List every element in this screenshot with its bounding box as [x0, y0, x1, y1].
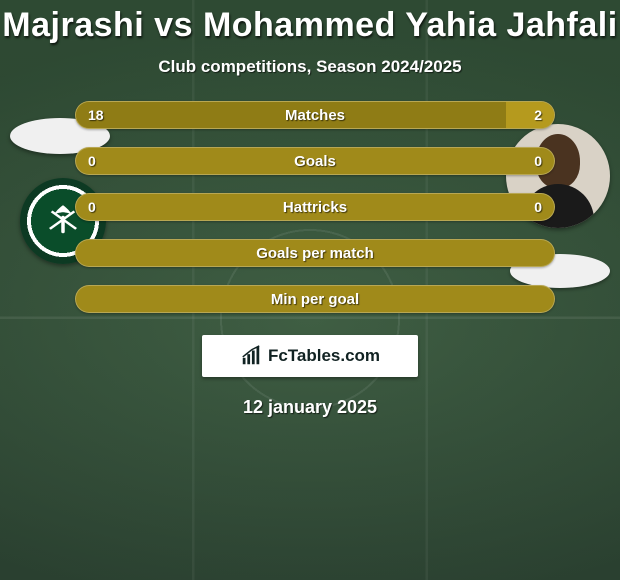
stat-row: Goals0 0 [75, 147, 555, 175]
stat-row: Goals per match [75, 239, 555, 267]
stat-value-right: 2 [522, 102, 554, 128]
branding-text: FcTables.com [268, 346, 380, 366]
stat-value-right: 0 [522, 148, 554, 174]
stat-label: Goals [76, 148, 554, 174]
stat-value-left [76, 240, 100, 266]
generation-date: 12 january 2025 [0, 397, 620, 418]
stat-value-right: 0 [522, 194, 554, 220]
branding-badge: FcTables.com [202, 335, 418, 377]
stat-row: Matches18 2 [75, 101, 555, 129]
page-title: Majrashi vs Mohammed Yahia Jahfali [0, 6, 620, 45]
subtitle: Club competitions, Season 2024/2025 [0, 57, 620, 77]
stat-label: Matches [76, 102, 554, 128]
stat-label: Hattricks [76, 194, 554, 220]
stat-label: Goals per match [76, 240, 554, 266]
stat-label: Min per goal [76, 286, 554, 312]
stat-value-left [76, 286, 100, 312]
stat-value-right [530, 240, 554, 266]
content: Majrashi vs Mohammed Yahia Jahfali Club … [0, 0, 620, 418]
stat-row: Min per goal [75, 285, 555, 313]
stat-value-right [530, 286, 554, 312]
bar-chart-icon [240, 345, 262, 367]
stat-value-left: 0 [76, 148, 108, 174]
stat-value-left: 0 [76, 194, 108, 220]
stat-value-left: 18 [76, 102, 116, 128]
stat-rows: Matches182Goals00Hattricks00Goals per ma… [75, 101, 555, 313]
comparison-card: Majrashi vs Mohammed Yahia Jahfali Club … [0, 0, 620, 580]
stat-row: Hattricks0 0 [75, 193, 555, 221]
